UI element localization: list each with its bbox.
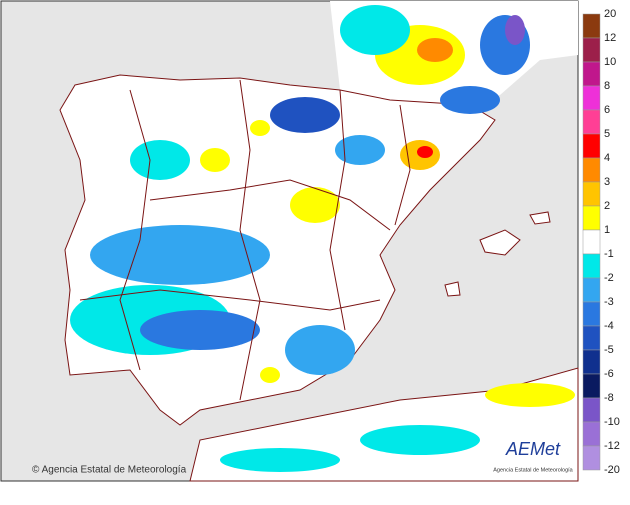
legend-swatch bbox=[582, 37, 601, 63]
legend-swatch bbox=[582, 373, 601, 399]
legend-label: 12 bbox=[604, 32, 616, 44]
anomaly-area bbox=[360, 425, 480, 455]
legend-swatch bbox=[582, 229, 601, 255]
anomaly-area bbox=[440, 86, 500, 114]
anomaly-area bbox=[250, 120, 270, 136]
legend-swatch bbox=[582, 397, 601, 423]
anomaly-area bbox=[220, 448, 340, 472]
region-border bbox=[329, 89, 346, 331]
legend-swatch bbox=[582, 205, 601, 231]
anomaly-area bbox=[130, 140, 190, 180]
anomaly-area bbox=[90, 225, 270, 285]
legend-swatch bbox=[582, 157, 601, 183]
legend-swatch bbox=[582, 133, 601, 159]
anomaly-area bbox=[417, 146, 433, 158]
anomaly-area bbox=[270, 97, 340, 133]
anomaly-area bbox=[335, 135, 385, 165]
legend: 20 12 10 8 6 5 4 3 2 1 -1 -2 -3 -4 -5 -6 -8 -10 -12 -20 bbox=[582, 8, 620, 476]
legend-swatch bbox=[582, 109, 601, 135]
anomaly-area bbox=[285, 325, 355, 375]
region-border bbox=[149, 179, 391, 231]
anomaly-area bbox=[140, 310, 260, 350]
region-border bbox=[394, 104, 411, 226]
mallorca bbox=[479, 229, 521, 256]
anomaly-area bbox=[200, 148, 230, 172]
legend-swatch bbox=[582, 181, 601, 207]
legend-label: -5 bbox=[604, 344, 614, 356]
region-border bbox=[239, 79, 261, 401]
legend-label: -20 bbox=[604, 464, 620, 476]
legend-swatch bbox=[582, 85, 601, 111]
region-border bbox=[119, 89, 151, 371]
legend-label: 3 bbox=[604, 176, 610, 188]
legend-swatch bbox=[582, 277, 601, 303]
legend-swatch bbox=[582, 445, 601, 471]
anomaly-area bbox=[290, 187, 340, 223]
legend-swatch bbox=[582, 325, 601, 351]
legend-label: 4 bbox=[604, 152, 610, 164]
anomaly-area bbox=[260, 367, 280, 383]
legend-label: -6 bbox=[604, 368, 614, 380]
legend-swatch bbox=[582, 253, 601, 279]
anomaly-areas bbox=[70, 5, 575, 472]
legend-label: -1 bbox=[604, 248, 614, 260]
menorca bbox=[529, 211, 551, 225]
legend-swatch bbox=[582, 349, 601, 375]
legend-label: -8 bbox=[604, 392, 614, 404]
copyright: © Agencia Estatal de Meteorología bbox=[32, 465, 187, 476]
legend-swatch bbox=[582, 301, 601, 327]
ibiza bbox=[444, 281, 461, 297]
legend-label: -3 bbox=[604, 296, 614, 308]
legend-label: -12 bbox=[604, 440, 620, 452]
legend-label: 1 bbox=[604, 224, 610, 236]
anomaly-area bbox=[505, 15, 525, 45]
legend-label: 8 bbox=[604, 80, 610, 92]
legend-label: 20 bbox=[604, 8, 616, 20]
legend-swatch bbox=[582, 61, 601, 87]
legend-label: -4 bbox=[604, 320, 614, 332]
legend-label: 6 bbox=[604, 104, 610, 116]
legend-label: -2 bbox=[604, 272, 614, 284]
legend-label: -10 bbox=[604, 416, 620, 428]
anomaly-area bbox=[340, 5, 410, 55]
logo-name: AEMet bbox=[505, 439, 561, 459]
legend-swatch bbox=[582, 13, 601, 39]
logo-subtitle: Agencia Estatal de Meteorología bbox=[493, 467, 573, 473]
anomaly-area bbox=[417, 38, 453, 62]
legend-label: 2 bbox=[604, 200, 610, 212]
legend-label: 10 bbox=[604, 56, 616, 68]
legend-swatch bbox=[582, 421, 601, 447]
logo-box bbox=[490, 430, 576, 478]
legend-label: 5 bbox=[604, 128, 610, 140]
region-border bbox=[79, 289, 381, 311]
anomaly-area bbox=[485, 383, 575, 407]
